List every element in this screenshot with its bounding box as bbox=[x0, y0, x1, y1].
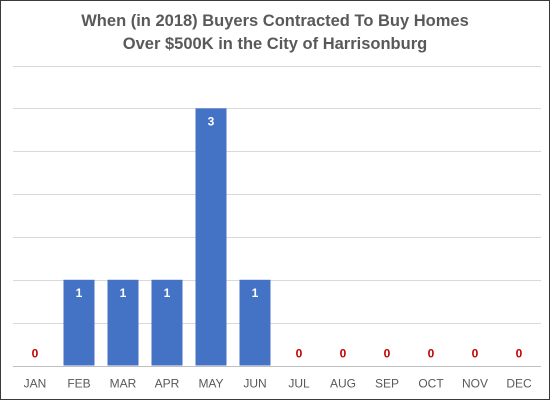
bar-feb bbox=[63, 279, 95, 366]
data-label-dec: 0 bbox=[516, 347, 523, 361]
x-tick-mar: MAR bbox=[110, 377, 137, 391]
bar-jun bbox=[239, 279, 271, 366]
data-label-nov: 0 bbox=[472, 347, 479, 361]
bar-may bbox=[195, 108, 227, 366]
x-tick-oct: OCT bbox=[418, 377, 444, 391]
data-label-jun: 1 bbox=[252, 286, 259, 300]
bar-apr bbox=[151, 279, 183, 366]
data-label-sep: 0 bbox=[384, 347, 391, 361]
x-axis-tick-labels: JAN FEB MAR APR MAY JUN JUL AUG SEP OCT NOV DEC bbox=[24, 377, 532, 391]
data-label-feb: 1 bbox=[76, 286, 83, 300]
data-labels: 0 1 1 1 3 1 0 0 0 0 0 0 bbox=[32, 114, 523, 360]
x-tick-nov: NOV bbox=[462, 377, 488, 391]
x-tick-apr: APR bbox=[155, 377, 180, 391]
chart-title-line-1: When (in 2018) Buyers Contracted To Buy … bbox=[81, 12, 469, 30]
x-tick-jul: JUL bbox=[288, 377, 310, 391]
chart-title: When (in 2018) Buyers Contracted To Buy … bbox=[1, 10, 549, 56]
data-label-mar: 1 bbox=[120, 286, 127, 300]
data-label-jan: 0 bbox=[32, 347, 39, 361]
chart-title-line-2: Over $500K in the City of Harrisonburg bbox=[122, 35, 428, 53]
x-tick-may: MAY bbox=[198, 377, 223, 391]
data-label-apr: 1 bbox=[164, 286, 171, 300]
data-label-oct: 0 bbox=[428, 347, 435, 361]
bar-mar bbox=[107, 279, 139, 366]
x-tick-dec: DEC bbox=[506, 377, 532, 391]
x-tick-jun: JUN bbox=[243, 377, 266, 391]
data-label-aug: 0 bbox=[340, 347, 347, 361]
x-tick-sep: SEP bbox=[375, 377, 399, 391]
data-label-may: 3 bbox=[208, 114, 215, 128]
bars bbox=[63, 108, 271, 366]
x-tick-aug: AUG bbox=[330, 377, 356, 391]
gridlines bbox=[13, 66, 541, 367]
data-label-jul: 0 bbox=[296, 347, 303, 361]
x-tick-jan: JAN bbox=[24, 377, 47, 391]
x-tick-feb: FEB bbox=[67, 377, 90, 391]
